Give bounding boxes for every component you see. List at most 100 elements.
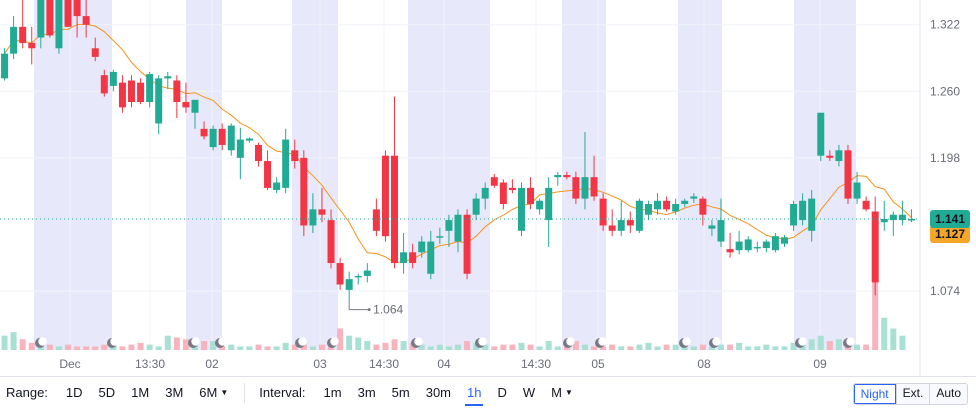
volume-bar: [491, 346, 498, 350]
interval-label: Interval:: [259, 385, 306, 400]
candle-body: [490, 177, 498, 186]
volume-bar: [246, 346, 253, 350]
candle-body: [345, 279, 353, 290]
moon-icon: [478, 337, 487, 346]
candle-body: [254, 144, 262, 162]
candle-body: [300, 157, 308, 226]
volume-bar: [364, 341, 371, 350]
interval-5m-button[interactable]: 5m: [391, 384, 410, 400]
candle-body: [64, 0, 72, 27]
range-6m-button[interactable]: 6M ▼: [191, 378, 236, 408]
candle-body: [572, 177, 580, 199]
volume-bar: [309, 346, 316, 350]
candle-body: [880, 219, 888, 223]
interval-3m-button[interactable]: 3m: [357, 384, 376, 400]
volume-bar: [890, 328, 897, 350]
interval-1m-button[interactable]: 1m: [323, 384, 342, 400]
volume-bar: [400, 341, 407, 350]
volume-bar: [727, 344, 734, 350]
volume-bar: [28, 342, 35, 350]
x-tick-label: 13:30: [135, 357, 165, 371]
moon-icon: [330, 337, 339, 346]
volume-bar: [826, 341, 833, 350]
volume-bar: [164, 335, 171, 350]
volume-bar: [881, 317, 888, 350]
moon-icon: [38, 337, 47, 346]
candle-body: [871, 211, 879, 283]
volume-bar: [455, 344, 461, 350]
session-night-button[interactable]: Night: [853, 384, 896, 404]
candle-body: [762, 241, 770, 249]
volume-bar: [817, 335, 824, 350]
session-band: [292, 0, 338, 350]
volume-bar: [282, 342, 289, 350]
candle-body: [282, 139, 290, 188]
candle-body: [744, 239, 752, 251]
candle-body: [336, 263, 344, 285]
moon-icon: [298, 337, 307, 346]
candle-body: [826, 155, 834, 158]
range-3m-button[interactable]: 3M: [165, 384, 184, 400]
volume-bar: [1, 335, 8, 350]
volume-bar: [699, 344, 706, 350]
x-tick-label: 04: [437, 357, 451, 371]
candle-body: [155, 78, 163, 124]
moon-icon: [598, 337, 607, 346]
interval-d-button[interactable]: D: [497, 384, 507, 400]
candle-body: [735, 241, 743, 251]
volume-bar: [645, 342, 652, 350]
volume-bar: [219, 346, 226, 350]
candle-body: [563, 175, 571, 178]
candle-body: [780, 237, 788, 244]
session-auto-button[interactable]: Auto: [929, 384, 967, 404]
volume-bar: [581, 344, 588, 350]
candle-body: [699, 198, 707, 215]
chart-toolbar: Range: 1D 5D 1M 3M 6M ▼ Interval: 1m 3m 5…: [0, 376, 976, 408]
volume-bar: [255, 344, 262, 350]
candle-body: [28, 42, 36, 49]
interval-m-button[interactable]: M ▼: [543, 378, 581, 408]
moon-icon: [414, 337, 423, 346]
x-tick-label: 05: [591, 357, 605, 371]
moon-icon: [218, 337, 227, 346]
candle-body: [835, 150, 843, 162]
interval-1h-button[interactable]: 1h: [459, 378, 489, 408]
volume-bar: [436, 344, 443, 350]
candle-body: [200, 128, 208, 137]
volume-bar: [318, 344, 325, 350]
candle-body: [118, 82, 126, 108]
chart-canvas[interactable]: 1.322 1.260 1.198 1.074 1.064 Dec 13:30 02 03 14:…: [0, 0, 976, 376]
candle-body: [898, 214, 906, 221]
price-chart[interactable]: 1.322 1.260 1.198 1.074 1.064 Dec 13:30 02 03 14:…: [0, 0, 976, 376]
session-ext-button[interactable]: Ext.: [895, 384, 930, 404]
volume-bar: [536, 346, 543, 350]
candle-body: [844, 150, 852, 199]
range-6m-label: 6M: [199, 384, 218, 400]
session-band: [34, 0, 112, 350]
candle-body: [46, 0, 54, 36]
interval-w-button[interactable]: W: [522, 384, 536, 400]
volume-bar: [690, 346, 697, 350]
range-1d-button[interactable]: 1D: [65, 384, 83, 400]
volume-bar: [554, 346, 561, 350]
interval-30m-button[interactable]: 30m: [425, 384, 452, 400]
volume-bar: [19, 339, 26, 350]
session-band: [678, 0, 722, 350]
candle-body: [264, 161, 272, 188]
candle-body: [545, 187, 553, 221]
candle-body: [381, 155, 389, 237]
volume-bar: [591, 346, 598, 350]
volume-bar: [618, 346, 625, 350]
low-price-label: 1.064: [373, 303, 403, 317]
candle-body: [790, 203, 798, 226]
candle-body: [617, 220, 625, 231]
range-1m-button[interactable]: 1M: [131, 384, 150, 400]
candle-body: [644, 203, 652, 215]
candle-body: [191, 99, 199, 113]
volume-bar: [672, 344, 679, 350]
volume-bar: [518, 342, 525, 350]
range-5d-button[interactable]: 5D: [98, 384, 116, 400]
volume-bar: [482, 344, 489, 350]
candle-body: [554, 175, 562, 178]
volume-bar: [772, 346, 779, 350]
